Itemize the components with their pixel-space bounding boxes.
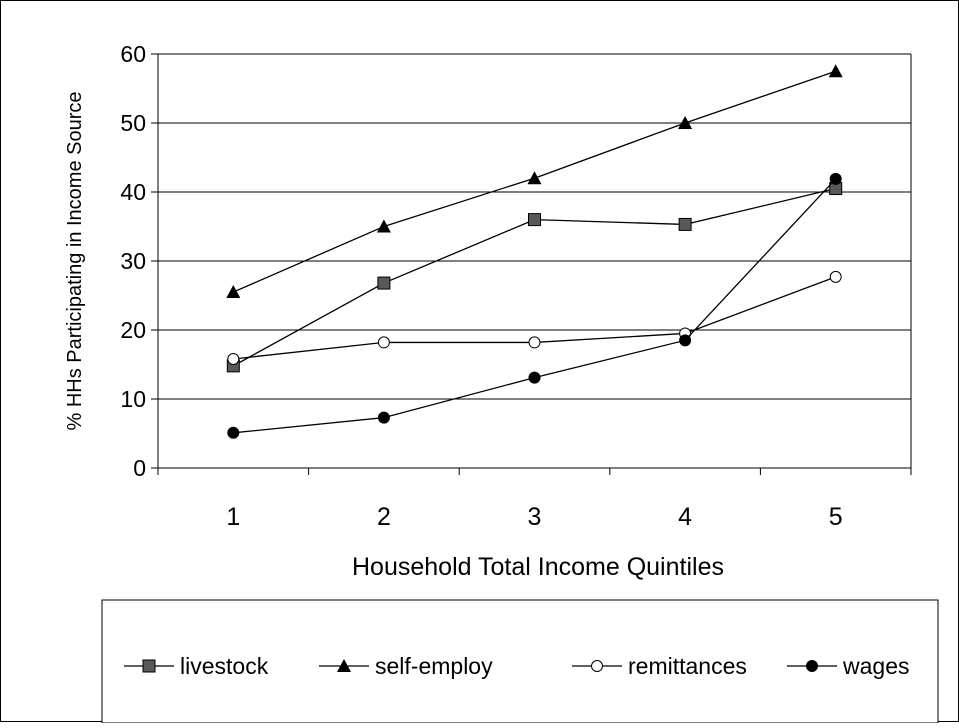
data-point [679, 334, 692, 347]
y-tick-label: 0 [133, 455, 146, 481]
y-tick-label: 50 [120, 110, 146, 136]
legend-marker [142, 659, 156, 673]
legend-label: wages [842, 653, 909, 679]
data-point [528, 371, 541, 384]
data-point [828, 64, 843, 78]
y-tick-label: 60 [120, 41, 146, 67]
data-point [377, 276, 391, 290]
data-point [528, 336, 541, 349]
x-tick-label: 4 [678, 503, 692, 531]
y-tick-label: 30 [120, 248, 146, 274]
legend-item: remittances [572, 653, 747, 679]
x-tick-label: 2 [377, 503, 391, 531]
legend: livestock self-employ remittances wages [124, 653, 909, 679]
y-tick-label: 40 [120, 179, 146, 205]
data-point [829, 270, 842, 283]
legend-marker [806, 660, 818, 672]
axes: 0 10 20 30 40 50 60 1 2 3 4 5 [120, 41, 912, 531]
legend-label: self-employ [375, 653, 493, 679]
data-point [678, 116, 693, 129]
data-point [227, 352, 240, 365]
data-point [678, 217, 692, 231]
legend-marker [591, 660, 603, 672]
data-point [227, 426, 240, 439]
legend-box [101, 599, 939, 724]
data-point [376, 219, 391, 233]
data-point [527, 171, 542, 185]
legend-item: livestock [124, 653, 269, 679]
x-tick-label: 1 [226, 503, 240, 531]
y-tick-label: 10 [120, 386, 146, 412]
data-point [377, 336, 390, 349]
series-wages [227, 172, 842, 439]
data-point [226, 285, 241, 299]
x-tick-label: 5 [829, 503, 843, 531]
data-point [528, 213, 541, 227]
data-point [829, 172, 842, 185]
x-axis-label: Household Total Income Quintiles [352, 553, 724, 581]
legend-item: wages [787, 653, 909, 679]
data-point [377, 411, 390, 424]
legend-marker [337, 659, 351, 672]
y-axis-label: % HHs Participating in Income Source [64, 91, 86, 430]
series-group [226, 64, 843, 439]
legend-label: livestock [180, 653, 269, 679]
legend-label: remittances [628, 653, 747, 679]
series-self-employ [226, 64, 843, 299]
x-tick-label: 3 [528, 503, 542, 531]
y-tick-label: 20 [120, 317, 146, 343]
legend-item: self-employ [319, 653, 493, 679]
